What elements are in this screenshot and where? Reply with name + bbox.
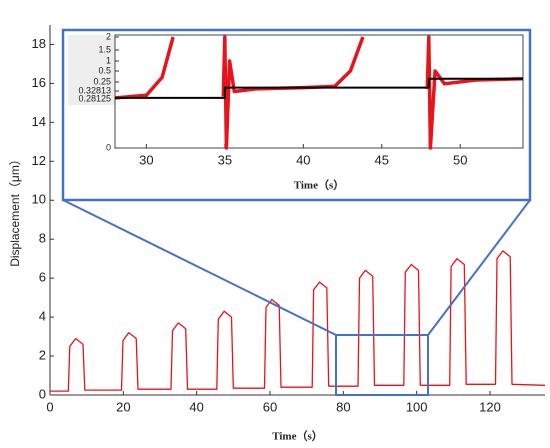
x-tick-label: 120	[479, 399, 501, 414]
main-plot: 0 20 40 60 80 100 120024681012141618Time（s）Dis…	[8, 25, 546, 443]
y-axis-label: Displacement（μm）	[8, 153, 22, 267]
x-tick-label: 40	[189, 399, 203, 414]
y-tick-label: 2	[106, 31, 111, 41]
y-tick-label: 18	[32, 36, 46, 51]
y-tick-label: 14	[32, 114, 46, 129]
x-axis-label: Time（s）	[272, 430, 323, 443]
x-tick-label: 0	[46, 399, 53, 414]
x-tick-label: 20	[116, 399, 130, 414]
y-tick-label: 0.32813	[78, 85, 111, 95]
data-line	[115, 77, 523, 99]
y-tick-label: 16	[32, 75, 46, 90]
x-tick-label: 80	[336, 399, 350, 414]
y-tick-label: 12	[32, 153, 46, 168]
y-tick-label: 4	[39, 309, 46, 324]
y-tick-label: 1	[106, 55, 111, 65]
y-tick-label: 0.28125	[78, 93, 111, 103]
x-tick-label: 30	[139, 152, 153, 167]
y-tick-label: 10	[32, 192, 46, 207]
y-tick-label: 2	[39, 347, 46, 362]
x-tick-label: 40	[296, 152, 310, 167]
y-tick-label: 1.5	[98, 44, 111, 54]
x-axis-label: Time（s）	[294, 179, 345, 192]
data-line	[50, 250, 546, 392]
y-tick-label: 0	[106, 142, 111, 152]
x-tick-label: 50	[453, 152, 467, 167]
zoom-connector	[427, 199, 531, 336]
x-tick-label: 45	[375, 152, 389, 167]
zoom-box	[335, 334, 429, 396]
x-tick-label: 35	[218, 152, 232, 167]
x-tick-label: 100	[406, 399, 428, 414]
y-tick-label: 0	[39, 386, 46, 401]
inset-label-background	[68, 35, 115, 105]
y-tick-label: 8	[39, 231, 46, 246]
y-tick-label: 0.25	[93, 76, 111, 86]
inset-frame	[61, 28, 532, 202]
y-tick-label: 6	[39, 270, 46, 285]
x-tick-label: 60	[263, 399, 277, 414]
zoom-connector	[62, 199, 337, 336]
y-tick-label: 0.5	[98, 65, 111, 75]
